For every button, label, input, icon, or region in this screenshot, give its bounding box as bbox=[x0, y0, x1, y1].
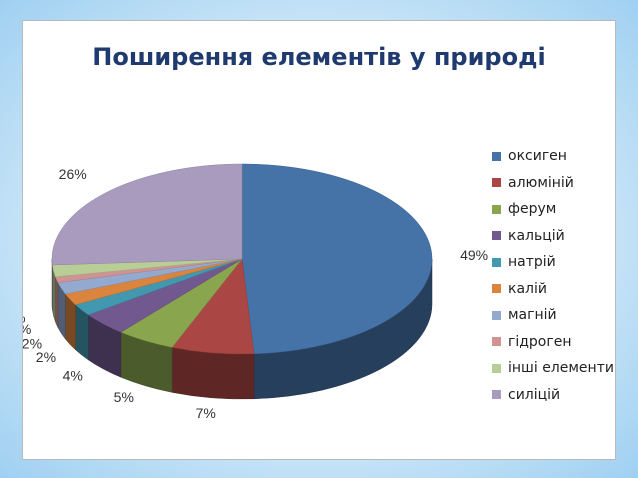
legend-label: алюміній bbox=[508, 174, 574, 191]
legend-item-9: силіцій bbox=[492, 382, 622, 409]
chart-title: Поширення елементів у природі bbox=[92, 43, 546, 71]
legend-item-8: інші елементи bbox=[492, 355, 622, 382]
legend-swatch bbox=[492, 257, 501, 267]
pie-slice-0 bbox=[241, 163, 433, 355]
legend-label: натрій bbox=[508, 254, 556, 271]
legend-swatch bbox=[492, 390, 501, 400]
legend-label: ферум bbox=[508, 201, 557, 218]
legend-item-1: алюміній bbox=[492, 170, 622, 197]
pie-label-1: 7% bbox=[196, 405, 216, 421]
legend-label: гідроген bbox=[508, 333, 572, 350]
chart-legend: оксиген алюміній ферум кальцій натрій калій ма… bbox=[492, 143, 622, 408]
pie-label-0: 49% bbox=[460, 247, 488, 263]
pie-chart: 49%7%5%4%2%2%2%1%2%26% bbox=[23, 163, 488, 421]
legend-label: оксиген bbox=[508, 148, 567, 165]
pie-labels: 49%7%5%4%2%2%2%1%2%26% bbox=[23, 166, 488, 421]
legend-item-4: натрій bbox=[492, 249, 622, 276]
legend-swatch bbox=[492, 231, 501, 241]
legend-swatch bbox=[492, 310, 501, 320]
legend-item-3: кальцій bbox=[492, 223, 622, 250]
pie-side-1 bbox=[171, 347, 255, 400]
legend-label: кальцій bbox=[508, 227, 565, 244]
pie-tops bbox=[51, 163, 433, 355]
legend-item-5: калій bbox=[492, 276, 622, 303]
pie-label-2: 5% bbox=[114, 389, 134, 405]
pie-label-7: 1% bbox=[23, 310, 26, 326]
pie-label-3: 4% bbox=[63, 367, 83, 383]
legend-swatch bbox=[492, 178, 501, 188]
legend-item-0: оксиген bbox=[492, 143, 622, 170]
legend-item-6: магній bbox=[492, 302, 622, 329]
legend-swatch bbox=[492, 284, 501, 294]
pie-label-6: 2% bbox=[23, 321, 31, 337]
legend-label: силіцій bbox=[508, 386, 561, 403]
legend-label: магній bbox=[508, 307, 557, 324]
pie-slice-9 bbox=[51, 163, 243, 266]
legend-label: калій bbox=[508, 280, 547, 297]
legend-swatch bbox=[492, 151, 501, 161]
pie-label-9: 26% bbox=[59, 166, 87, 182]
legend-swatch bbox=[492, 204, 501, 214]
pie-side-7 bbox=[55, 276, 59, 328]
pie-sides bbox=[51, 258, 433, 400]
legend-label: інші елементи bbox=[508, 360, 614, 377]
pie-label-5: 2% bbox=[23, 335, 42, 351]
legend-swatch bbox=[492, 363, 501, 373]
legend-item-7: гідроген bbox=[492, 329, 622, 356]
legend-swatch bbox=[492, 337, 501, 347]
legend-item-2: ферум bbox=[492, 196, 622, 223]
pie-label-4: 2% bbox=[36, 349, 56, 365]
slide: Поширення елементів у природі 49% 7% 5% 4% 2… bbox=[22, 20, 616, 460]
